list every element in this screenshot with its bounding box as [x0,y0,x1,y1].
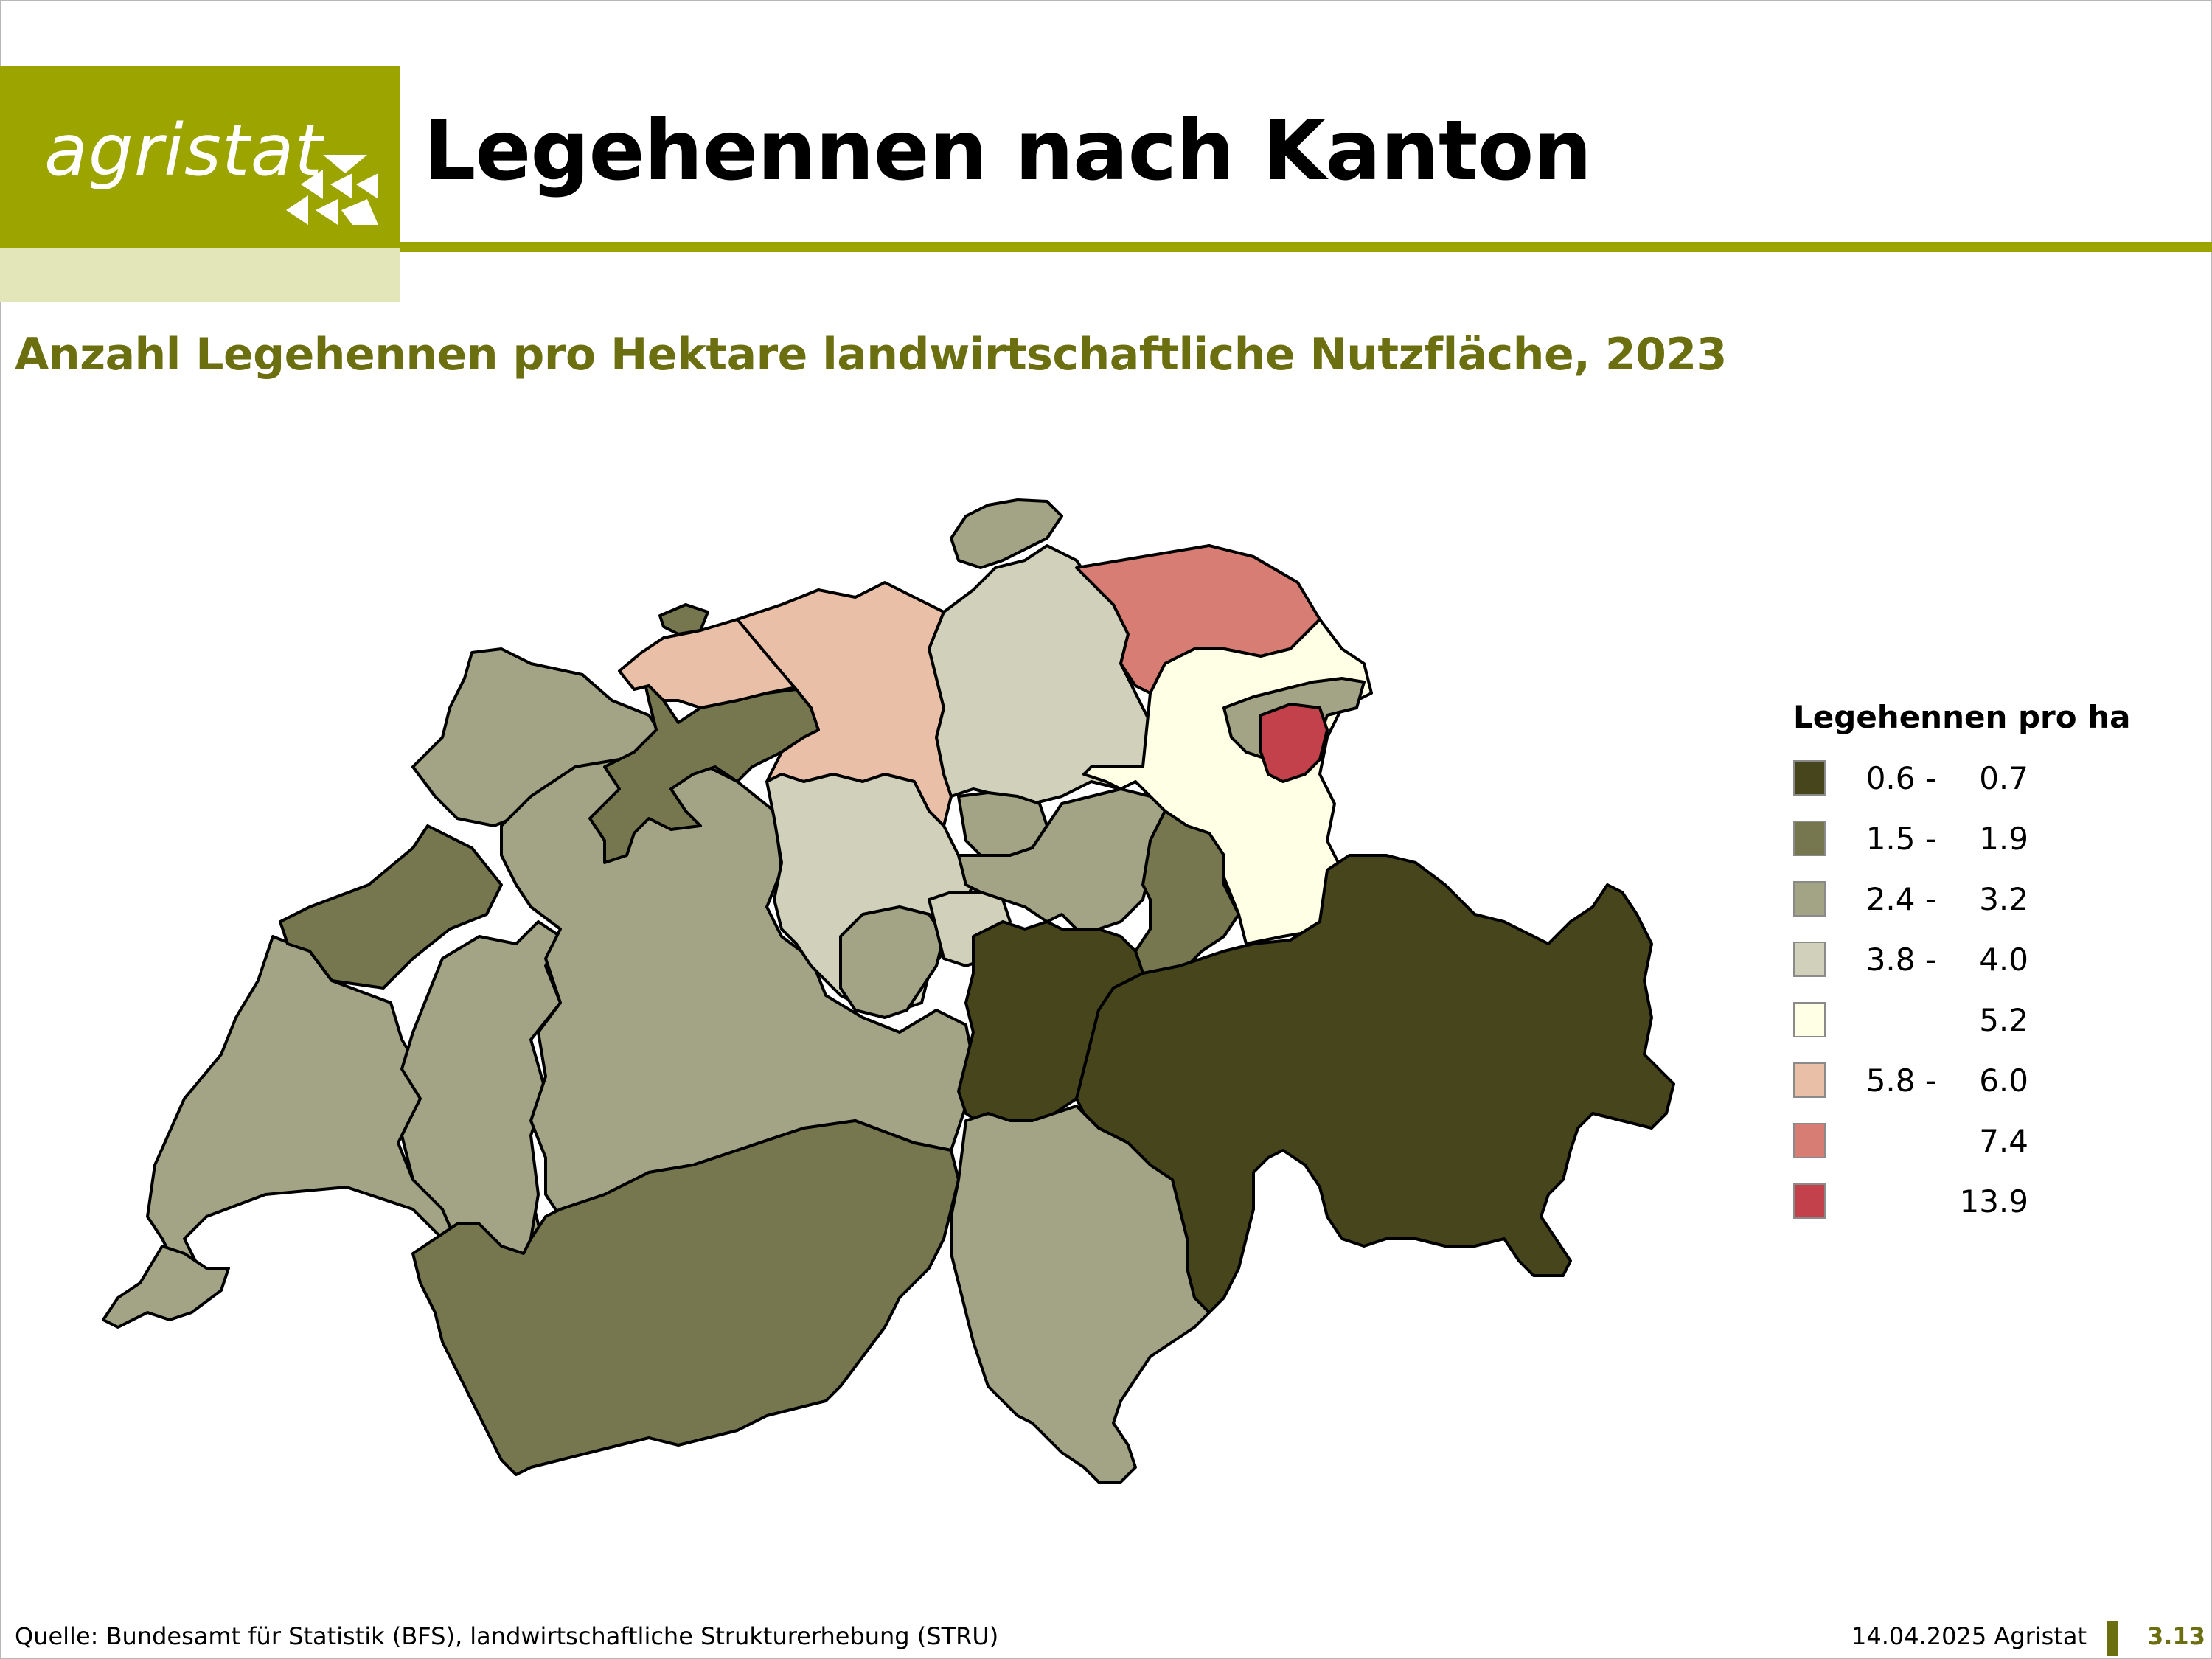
footer-bar [2107,1621,2118,1656]
legend-swatch [1793,1183,1826,1219]
logo-underlay [0,248,400,302]
legend-row: 3.8 - 4.0 [1793,939,2103,980]
legend-range-from: 3.8 - [1865,941,1936,978]
page-title: Legehennen nach Kanton [423,103,1592,199]
canton-glarus [1134,810,1240,990]
legend-range-to: 6.0 [1979,1062,2028,1099]
canton-ticino [950,1105,1211,1484]
logo-triangles-icon [286,155,378,225]
legend-range-from: 2.4 - [1865,880,1936,917]
legend-row: 7.4 [1793,1120,2103,1161]
legend-swatch [1793,760,1826,796]
legend-row: 0.6 - 0.7 [1793,757,2103,799]
page-number: 3.13 [2147,1622,2205,1650]
legend-row: 5.2 [1793,999,2103,1040]
canton-obwalden [839,905,945,1019]
agristat-logo: agristat [0,66,400,248]
legend-title: Legehennen pro ha [1793,699,2131,735]
legend-range-to: 3.2 [1979,880,2028,917]
map-legend: Legehennen pro ha 0.6 - 0.7 1.5 - 1.9 2.4 - 3… [1793,699,2131,1241]
legend-row: 5.8 - 6.0 [1793,1060,2103,1101]
legend-range-to: 0.7 [1979,759,2028,796]
logo-text: agristat [44,109,324,192]
footer-source: Quelle: Bundesamt für Statistik (BFS), l… [15,1622,999,1650]
legend-swatch [1793,881,1826,917]
legend-range-to: 4.0 [1979,941,2028,978]
legend-swatch [1793,942,1826,977]
legend-swatch [1793,1002,1826,1037]
footer-date: 14.04.2025 Agristat [1851,1622,2087,1650]
legend-range-to: 7.4 [1979,1122,2028,1159]
map-subtitle: Anzahl Legehennen pro Hektare landwirtsc… [15,329,1727,380]
canton-appenzell-innerrhoden [1259,703,1329,783]
legend-row: 1.5 - 1.9 [1793,818,2103,859]
legend-swatch [1793,1123,1826,1158]
legend-swatch [1793,1062,1826,1098]
legend-swatch [1793,821,1826,856]
canton-geneve [102,1245,230,1329]
legend-range-to: 5.2 [1979,1001,2028,1038]
legend-range-to: 13.9 [1959,1183,2028,1220]
legend-row: 2.4 - 3.2 [1793,878,2103,919]
canton-neuchatel [279,824,503,990]
legend-row: 13.9 [1793,1180,2103,1222]
legend-range-from: 5.8 - [1865,1062,1936,1099]
canton-valais [411,1119,960,1476]
legend-range-from: 0.6 - [1865,759,1936,796]
legend-range-to: 1.9 [1979,820,2028,857]
legend-range-from: 1.5 - [1865,820,1936,857]
header-rule [400,242,2212,252]
canton-schaffhausen [950,498,1063,569]
